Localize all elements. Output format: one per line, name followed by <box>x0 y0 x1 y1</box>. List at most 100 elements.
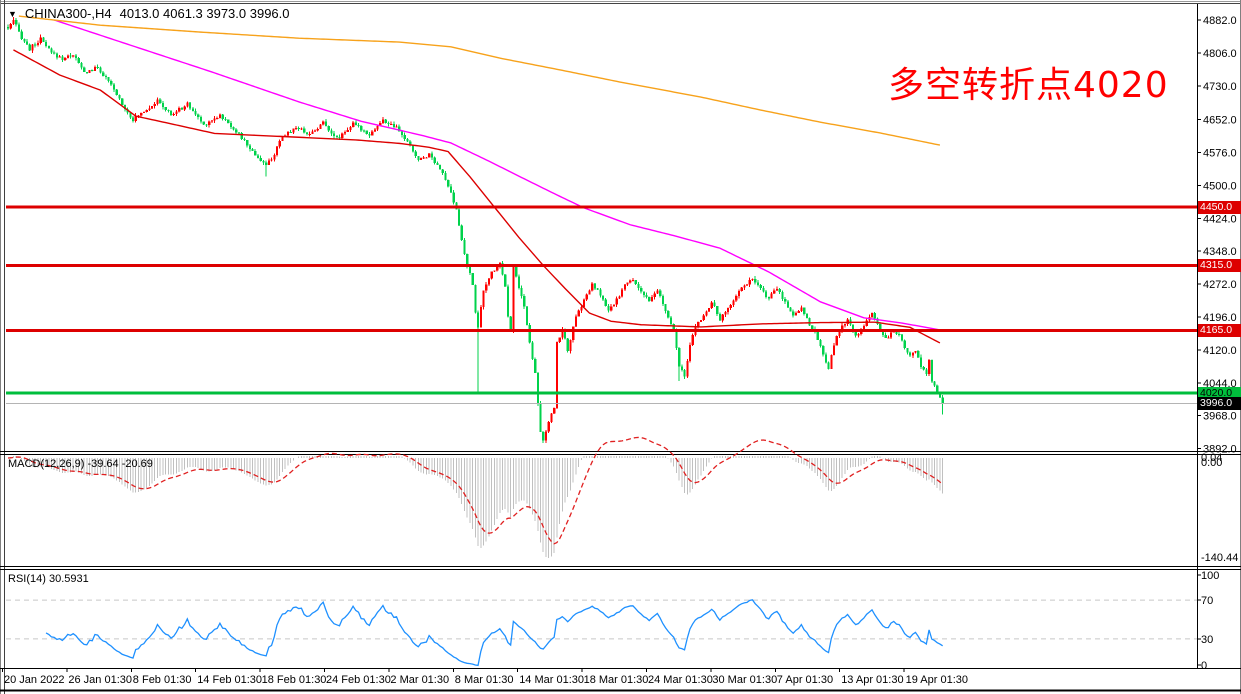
candle-body <box>506 286 510 317</box>
candle-body <box>865 320 868 327</box>
ma-slow-line <box>18 15 941 146</box>
candle-body <box>930 360 933 382</box>
candle-body <box>254 150 257 156</box>
candle-body <box>354 122 357 125</box>
candle-body <box>816 332 819 341</box>
candle-body <box>922 366 925 370</box>
candle-body <box>148 108 151 110</box>
candle-body <box>596 288 599 290</box>
candle-body <box>707 307 711 312</box>
candle-body <box>640 288 643 292</box>
candle-body <box>333 133 336 137</box>
candle-body <box>898 334 901 336</box>
candle-body <box>237 132 241 134</box>
candle-body <box>129 112 132 118</box>
candle-body <box>626 282 629 285</box>
text-annotation[interactable]: 多空转折点4020 <box>888 65 1169 106</box>
candle-body <box>227 119 230 123</box>
time-axis-label: 8 Mar 01:30 <box>455 674 514 686</box>
candle-body <box>131 117 135 122</box>
time-axis[interactable]: 20 Jan 2022 26 Jan 01:30 8 Feb 01:30 14 Feb… <box>2 668 968 686</box>
candle-body <box>452 192 455 203</box>
candle-body <box>925 369 928 375</box>
candle-body <box>45 41 48 46</box>
candle-body <box>213 118 216 121</box>
candle-body <box>295 127 298 129</box>
time-axis-label: 14 Mar 01:30 <box>519 674 584 686</box>
candle-body <box>593 283 597 289</box>
candle-body <box>474 284 477 313</box>
candle-body <box>343 132 347 134</box>
candle-body <box>501 262 504 275</box>
candle-body <box>123 105 127 110</box>
candle-body <box>322 121 325 125</box>
candle-body <box>368 134 371 136</box>
macd-axis-labels: 0.040.00 -140.44 <box>1201 452 1238 564</box>
candle-body <box>667 310 670 318</box>
candle-body <box>430 153 434 158</box>
candle-body <box>308 133 311 135</box>
time-axis-label: 24 Feb 01:30 <box>326 674 391 686</box>
candle-body <box>183 106 186 110</box>
hline-objects[interactable] <box>6 205 1197 405</box>
candle-body <box>159 99 162 104</box>
candle-body <box>428 153 431 158</box>
candle-body <box>900 334 904 341</box>
candle-body <box>599 289 602 296</box>
price-tick-label: 4500.0 <box>1203 180 1237 192</box>
candle-body <box>862 326 866 330</box>
rsi-line <box>45 599 943 667</box>
price-tick-label: 4196.0 <box>1203 312 1237 324</box>
symbol-period-label: CHINA300-,H4 <box>24 6 112 21</box>
candle-body <box>482 290 485 308</box>
symbol-dropdown-icon[interactable]: ▼ <box>8 9 17 19</box>
candle-body <box>928 360 931 375</box>
candle-body <box>444 172 447 180</box>
candle-body <box>58 56 61 58</box>
candle-body <box>327 125 330 131</box>
candle-body <box>846 319 849 324</box>
candle-body <box>509 316 512 331</box>
candle-body <box>352 122 355 127</box>
candle-body <box>770 293 773 299</box>
candle-body <box>656 290 659 294</box>
candle-body <box>115 89 118 95</box>
candle-body <box>80 63 83 68</box>
candle-body <box>604 299 607 307</box>
pane-splitter-1[interactable] <box>0 450 1241 456</box>
candle-body <box>794 312 798 316</box>
macd-signal-line <box>7 436 944 545</box>
candle-body <box>314 130 317 132</box>
candle-body <box>121 98 124 106</box>
candle-body <box>811 325 814 329</box>
candle-body <box>653 293 656 297</box>
candle-body <box>406 139 409 142</box>
candle-body <box>170 111 173 116</box>
candle-body <box>563 329 567 339</box>
candle-body <box>479 307 482 328</box>
candle-body <box>419 157 423 160</box>
candle-body <box>517 276 520 289</box>
support-badge: 4020.0 <box>1198 386 1241 400</box>
candle-body <box>216 118 219 120</box>
candle-body <box>544 431 548 441</box>
rsi-indicator-label: RSI(14) 30.5931 <box>8 573 89 585</box>
candle-body <box>145 109 148 113</box>
candle-body <box>151 106 154 109</box>
candle-body <box>275 146 279 155</box>
ohlc-values: 4013.0 4061.3 3973.0 3996.0 <box>119 6 290 21</box>
pane-splitter-2[interactable] <box>0 565 1241 571</box>
candle-body <box>409 141 412 146</box>
candle-body <box>153 103 156 107</box>
candle-body <box>88 70 91 73</box>
candle-body <box>691 335 694 346</box>
candle-body <box>577 310 580 317</box>
candle-body <box>357 124 360 127</box>
candle-body <box>286 132 290 136</box>
candle-body <box>180 107 184 110</box>
candle-body <box>800 307 803 312</box>
candle-body <box>281 136 284 141</box>
candle-body <box>376 125 379 130</box>
time-axis-label: 18 Mar 01:30 <box>584 674 649 686</box>
